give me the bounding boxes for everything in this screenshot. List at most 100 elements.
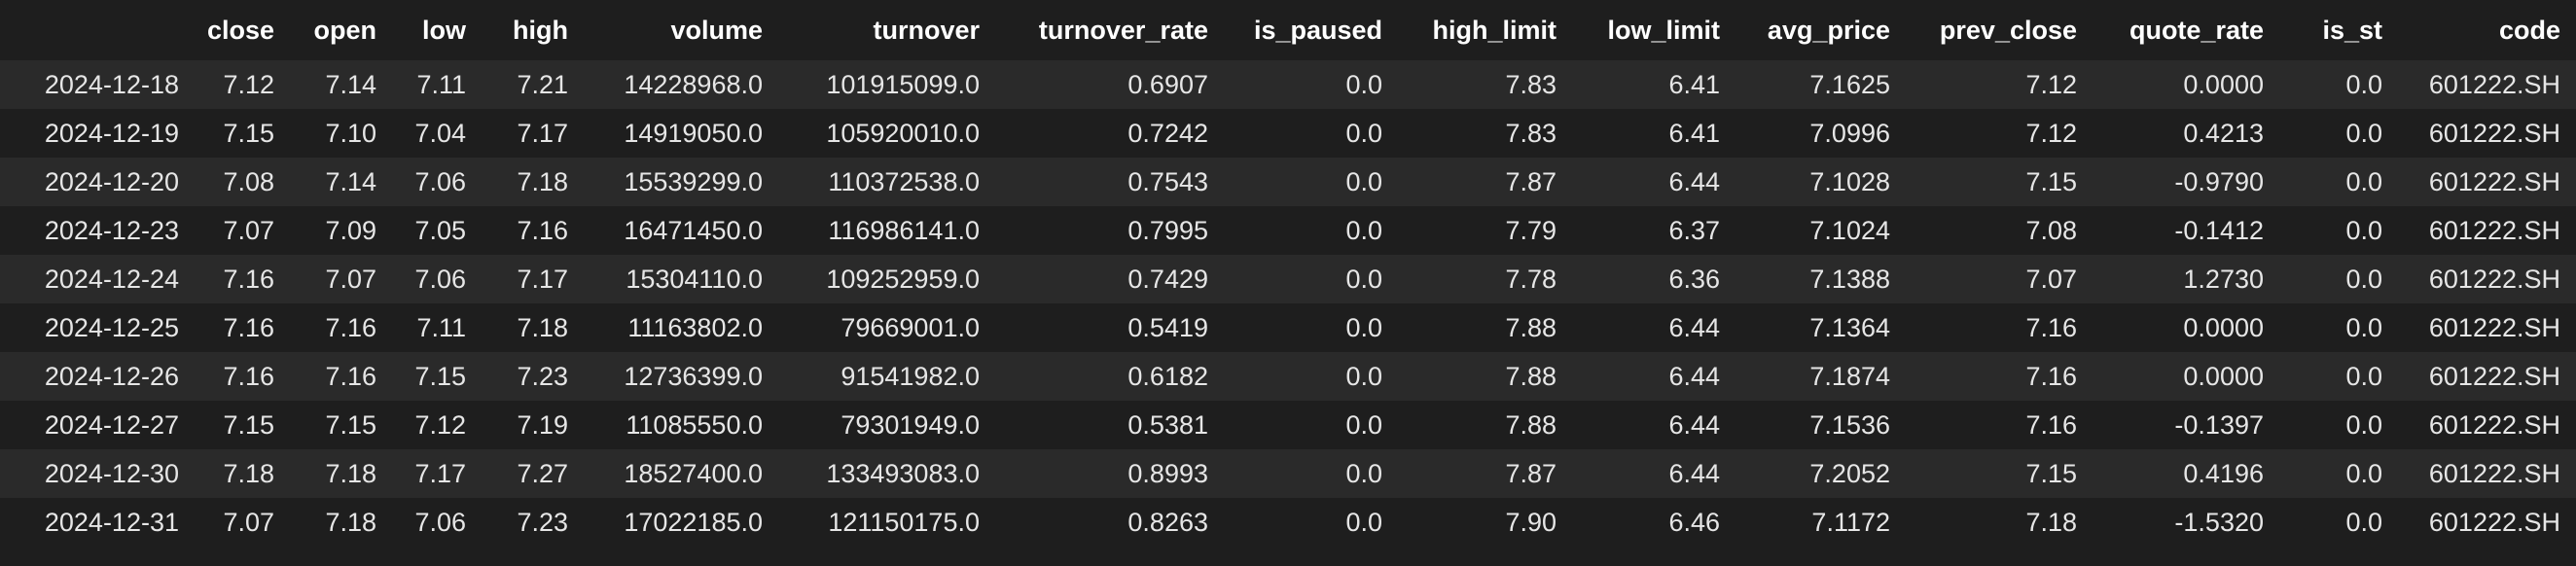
cell-low-limit: 6.44	[1668, 361, 1720, 391]
cell-turnover: 110372538.0	[828, 166, 980, 196]
cell-avg-price: 7.1625	[1809, 69, 1890, 99]
row-index-date: 2024-12-24	[44, 264, 179, 294]
cell-avg-price: 7.1024	[1809, 215, 1890, 245]
cell-turnover-rate: 0.8993	[1127, 458, 1208, 488]
cell-volume: 11163802.0	[627, 312, 763, 342]
cell-high-limit: 7.78	[1505, 264, 1556, 294]
cell-low: 7.15	[414, 361, 466, 391]
cell-is-paused: 0.0	[1345, 118, 1382, 148]
column-header-close: close	[206, 15, 274, 45]
cell-is-paused: 0.0	[1345, 215, 1382, 245]
cell-is-paused: 0.0	[1345, 312, 1382, 342]
cell-open: 7.16	[325, 361, 376, 391]
cell-code: 601222.SH	[2428, 215, 2560, 245]
cell-prev-close: 7.16	[2025, 361, 2077, 391]
row-index-date: 2024-12-27	[44, 409, 179, 440]
cell-quote-rate: -0.1397	[2174, 409, 2264, 440]
cell-turnover: 105920010.0	[826, 118, 980, 148]
cell-is-st: 0.0	[2345, 264, 2382, 294]
cell-open: 7.16	[325, 312, 376, 342]
cell-quote-rate: 0.4213	[2183, 118, 2264, 148]
table-row: 2024-12-18 7.12 7.14 7.11 7.21 14228968.0 1019…	[0, 60, 2576, 109]
cell-prev-close: 7.18	[2025, 507, 2077, 537]
cell-low: 7.04	[414, 118, 466, 148]
cell-volume: 14228968.0	[624, 69, 763, 99]
cell-low-limit: 6.44	[1668, 312, 1720, 342]
header-row: close open low high volume turnover turnover_r…	[0, 0, 2576, 60]
cell-volume: 15304110.0	[626, 264, 763, 294]
table-row: 2024-12-19 7.15 7.10 7.04 7.17 14919050.0 1059…	[0, 109, 2576, 158]
cell-prev-close: 7.12	[2025, 118, 2077, 148]
table-row: 2024-12-20 7.08 7.14 7.06 7.18 15539299.0 1103…	[0, 158, 2576, 206]
cell-turnover-rate: 0.7543	[1127, 166, 1208, 196]
cell-high-limit: 7.87	[1505, 166, 1556, 196]
cell-high: 7.16	[517, 215, 568, 245]
cell-open: 7.18	[325, 458, 376, 488]
column-header-low: low	[422, 15, 466, 45]
cell-close: 7.08	[223, 166, 274, 196]
cell-low-limit: 6.44	[1668, 166, 1720, 196]
cell-prev-close: 7.15	[2025, 166, 2077, 196]
cell-quote-rate: -0.9790	[2174, 166, 2264, 196]
cell-code: 601222.SH	[2428, 507, 2560, 537]
cell-quote-rate: 0.4196	[2183, 458, 2264, 488]
cell-turnover: 91541982.0	[841, 361, 980, 391]
cell-high: 7.21	[517, 69, 568, 99]
table-header: close open low high volume turnover turnover_r…	[0, 0, 2576, 60]
cell-prev-close: 7.16	[2025, 312, 2077, 342]
column-header-turnover-rate: turnover_rate	[1038, 15, 1208, 45]
cell-high-limit: 7.79	[1505, 215, 1556, 245]
column-header-open: open	[313, 15, 377, 45]
cell-avg-price: 7.1364	[1809, 312, 1890, 342]
table-body: 2024-12-18 7.12 7.14 7.11 7.21 14228968.0 1019…	[0, 60, 2576, 547]
cell-turnover: 79669001.0	[841, 312, 980, 342]
cell-code: 601222.SH	[2428, 118, 2560, 148]
cell-is-st: 0.0	[2345, 215, 2382, 245]
cell-high: 7.19	[517, 409, 568, 440]
cell-quote-rate: 0.0000	[2183, 312, 2264, 342]
cell-prev-close: 7.16	[2025, 409, 2077, 440]
table-row: 2024-12-24 7.16 7.07 7.06 7.17 15304110.0 1092…	[0, 255, 2576, 303]
cell-close: 7.16	[223, 312, 274, 342]
cell-turnover: 79301949.0	[841, 409, 980, 440]
cell-high-limit: 7.83	[1505, 69, 1556, 99]
cell-is-st: 0.0	[2345, 507, 2382, 537]
row-index-date: 2024-12-23	[44, 215, 179, 245]
cell-is-paused: 0.0	[1345, 507, 1382, 537]
index-header	[0, 0, 195, 60]
cell-is-paused: 0.0	[1345, 409, 1382, 440]
column-header-is-paused: is_paused	[1253, 15, 1382, 45]
cell-avg-price: 7.1536	[1809, 409, 1890, 440]
cell-high-limit: 7.88	[1505, 361, 1556, 391]
cell-volume: 14919050.0	[624, 118, 763, 148]
cell-code: 601222.SH	[2428, 361, 2560, 391]
row-index-date: 2024-12-31	[44, 507, 179, 537]
cell-close: 7.16	[223, 264, 274, 294]
cell-avg-price: 7.1172	[1811, 507, 1890, 537]
cell-high: 7.17	[517, 264, 568, 294]
cell-is-st: 0.0	[2345, 118, 2382, 148]
column-header-avg-price: avg_price	[1767, 15, 1890, 45]
cell-prev-close: 7.08	[2025, 215, 2077, 245]
cell-is-st: 0.0	[2345, 312, 2382, 342]
cell-is-paused: 0.0	[1345, 166, 1382, 196]
column-header-code: code	[2498, 15, 2560, 45]
cell-high: 7.18	[517, 312, 568, 342]
cell-close: 7.07	[223, 215, 274, 245]
row-index-date: 2024-12-19	[44, 118, 179, 148]
cell-turnover-rate: 0.7242	[1127, 118, 1208, 148]
cell-close: 7.15	[223, 118, 274, 148]
cell-open: 7.14	[325, 69, 376, 99]
cell-volume: 11085550.0	[626, 409, 763, 440]
cell-turnover-rate: 0.6907	[1127, 69, 1208, 99]
cell-turnover: 101915099.0	[826, 69, 980, 99]
cell-is-st: 0.0	[2345, 409, 2382, 440]
cell-low-limit: 6.36	[1668, 264, 1720, 294]
table-row: 2024-12-27 7.15 7.15 7.12 7.19 11085550.0 7930…	[0, 401, 2576, 449]
cell-high-limit: 7.88	[1505, 312, 1556, 342]
cell-quote-rate: 1.2730	[2183, 264, 2264, 294]
cell-high: 7.18	[517, 166, 568, 196]
cell-high: 7.23	[517, 361, 568, 391]
cell-turnover-rate: 0.7995	[1127, 215, 1208, 245]
